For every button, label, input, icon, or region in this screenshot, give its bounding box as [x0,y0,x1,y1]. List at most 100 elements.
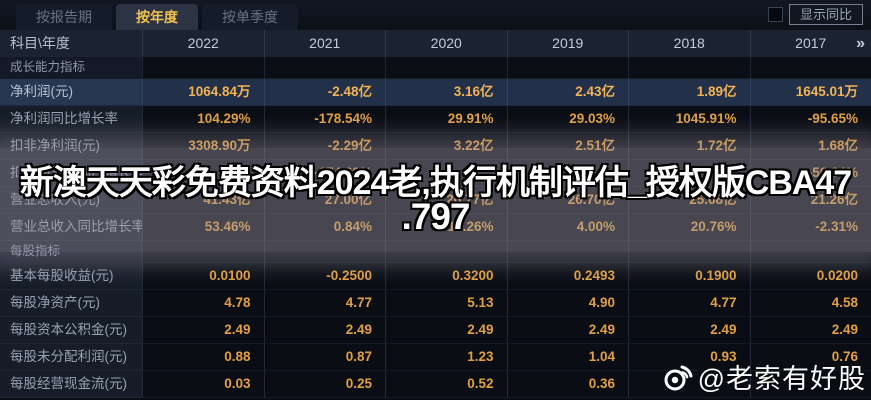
cell-value[interactable]: 0.0100 [142,263,264,290]
cell-value[interactable]: 1064.84万 [142,79,264,106]
cell-value[interactable] [506,160,628,187]
cell-value [142,241,264,263]
more-columns-icon[interactable]: » [856,35,865,52]
cell-value[interactable]: 2.49 [385,317,507,344]
cell-value[interactable]: 1.89亿 [628,79,750,106]
cell-value[interactable]: 4.77 [263,290,385,317]
year-header-2021[interactable]: 2021 [263,30,386,57]
cell-value[interactable]: 4.00% [506,214,628,241]
cell-value[interactable]: 1645.01万 [749,79,871,106]
cell-value[interactable]: 1.72亿 [628,133,750,160]
cell-value[interactable]: 2.49 [142,317,264,344]
table-row[interactable]: 扣非净利润(元) 3308.90万 -2.29亿 3.22亿 2.51亿 1.72亿 1.6… [0,133,871,160]
cell-value[interactable] [628,371,750,398]
cell-value[interactable]: 2.49 [749,317,871,344]
table-row[interactable]: 基本每股收益(元) 0.0100 -0.2500 0.3200 0.2493 0.1900… [0,263,871,290]
row-label: 净利润同比增长率 [0,106,142,133]
cell-value[interactable]: 0.87 [263,344,385,371]
cell-value[interactable]: 29.03% [506,106,628,133]
table-row[interactable]: 净利润(元) 1064.84万 -2.48亿 3.16亿 2.43亿 1.89亿 1645.… [0,79,871,106]
cell-value[interactable]: 0.3200 [385,263,507,290]
tab-0[interactable]: 按报告期 [16,4,112,30]
cell-value[interactable]: 2.49 [263,317,385,344]
year-header-2020[interactable]: 2020 [385,30,507,57]
cell-value[interactable]: 1.23 [385,344,507,371]
cell-value[interactable]: -174.02% [263,160,385,187]
section-row: 每股指标 [0,241,871,263]
cell-value[interactable]: -95.65% [749,106,871,133]
cell-value[interactable]: 2.49 [506,317,628,344]
cell-value[interactable] [628,160,750,187]
cell-value[interactable]: 0.0200 [749,263,871,290]
cell-value[interactable]: 2.43亿 [506,79,628,106]
cell-value[interactable]: 0.52 [385,371,507,398]
cell-value[interactable]: 53.46% [142,214,264,241]
cell-value[interactable]: -2.48亿 [263,79,385,106]
cell-value[interactable]: -2.31% [749,214,871,241]
cell-value[interactable]: 3.16亿 [385,79,507,106]
table-row[interactable]: 扣非净利润同比增长率 -174.02% -56.34% [0,160,871,187]
section-row: 成长能力指标 [0,57,871,79]
show-yoy-button[interactable]: 显示同比 [788,4,863,25]
cell-value[interactable]: 104.29% [142,106,264,133]
table-row[interactable]: 营业总收入同比增长率 53.46% 0.84% 10.26% 4.00% 20.76% -2… [0,214,871,241]
cell-value[interactable]: 0.2493 [506,263,628,290]
cell-value[interactable]: 0.76 [749,344,871,371]
cell-value[interactable]: 5.13 [385,290,507,317]
cell-value[interactable]: 1.68亿 [749,133,871,160]
cell-value[interactable]: -178.54% [263,106,385,133]
cell-value[interactable]: 0.36 [506,371,628,398]
cell-value[interactable]: 0.84% [263,214,385,241]
cell-value[interactable]: -0.2500 [263,263,385,290]
cell-value[interactable]: 4.77 [628,290,750,317]
cell-value[interactable]: 3308.90万 [142,133,264,160]
tab-1[interactable]: 按年度 [116,4,198,30]
cell-value[interactable]: 2.51亿 [506,133,628,160]
cell-value[interactable]: 1.04 [506,344,628,371]
cell-value[interactable]: 27.00亿 [263,187,385,214]
cell-value[interactable]: 25.68亿 [628,187,750,214]
cell-value[interactable] [749,371,871,398]
cell-value[interactable]: 0.25 [263,371,385,398]
cell-value [749,57,871,79]
cell-value[interactable]: 1045.91% [628,106,750,133]
table-row[interactable]: 营业总收入(元) 41.43亿 27.00亿 26.77亿 26.70亿 25.68亿 21… [0,187,871,214]
cell-value[interactable]: 0.88 [142,344,264,371]
cell-value[interactable]: 26.77亿 [385,187,507,214]
cell-value[interactable]: 0.03 [142,371,264,398]
cell-value[interactable]: 29.91% [385,106,507,133]
cell-value [142,57,264,79]
tab-2[interactable]: 按单季度 [202,4,298,30]
cell-value[interactable]: -56.34% [749,160,871,187]
cell-value[interactable]: 20.76% [628,214,750,241]
cell-value[interactable]: 4.78 [142,290,264,317]
cell-value[interactable]: 0.93 [628,344,750,371]
cell-value[interactable]: 2.49 [628,317,750,344]
cell-value[interactable]: 0.1900 [628,263,750,290]
cell-value[interactable]: 3.22亿 [385,133,507,160]
cell-value[interactable] [385,160,507,187]
row-label: 扣非净利润(元) [0,133,142,160]
year-header-2019[interactable]: 2019 [506,30,629,57]
cell-value [263,241,385,263]
cell-value[interactable]: 21.26亿 [749,187,871,214]
year-header-2018[interactable]: 2018 [628,30,750,57]
cell-value[interactable] [142,160,264,187]
year-header-2022[interactable]: 2022 [142,30,264,57]
cell-value [385,57,507,79]
table-row[interactable]: 每股净资产(元) 4.78 4.77 5.13 4.90 4.77 4.58 [0,290,871,317]
table-row[interactable]: 每股资本公积金(元) 2.49 2.49 2.49 2.49 2.49 2.49 [0,317,871,344]
cell-value[interactable]: 4.58 [749,290,871,317]
table-row[interactable]: 每股经营现金流(元) 0.03 0.25 0.52 0.36 [0,371,871,398]
cell-value[interactable]: 4.90 [506,290,628,317]
show-yoy-checkbox[interactable] [767,7,783,22]
cell-value[interactable]: 26.70亿 [506,187,628,214]
table-row[interactable]: 每股未分配利润(元) 0.88 0.87 1.23 1.04 0.93 0.76 [0,344,871,371]
period-tabs: 按报告期 按年度 按单季度 [16,4,302,30]
cell-value[interactable]: 10.26% [385,214,507,241]
table-row[interactable]: 净利润同比增长率 104.29% -178.54% 29.91% 29.03% 1045.… [0,106,871,133]
year-header-2017[interactable]: 2017» [749,30,871,57]
cell-value[interactable]: -2.29亿 [263,133,385,160]
cell-value[interactable]: 41.43亿 [142,187,264,214]
